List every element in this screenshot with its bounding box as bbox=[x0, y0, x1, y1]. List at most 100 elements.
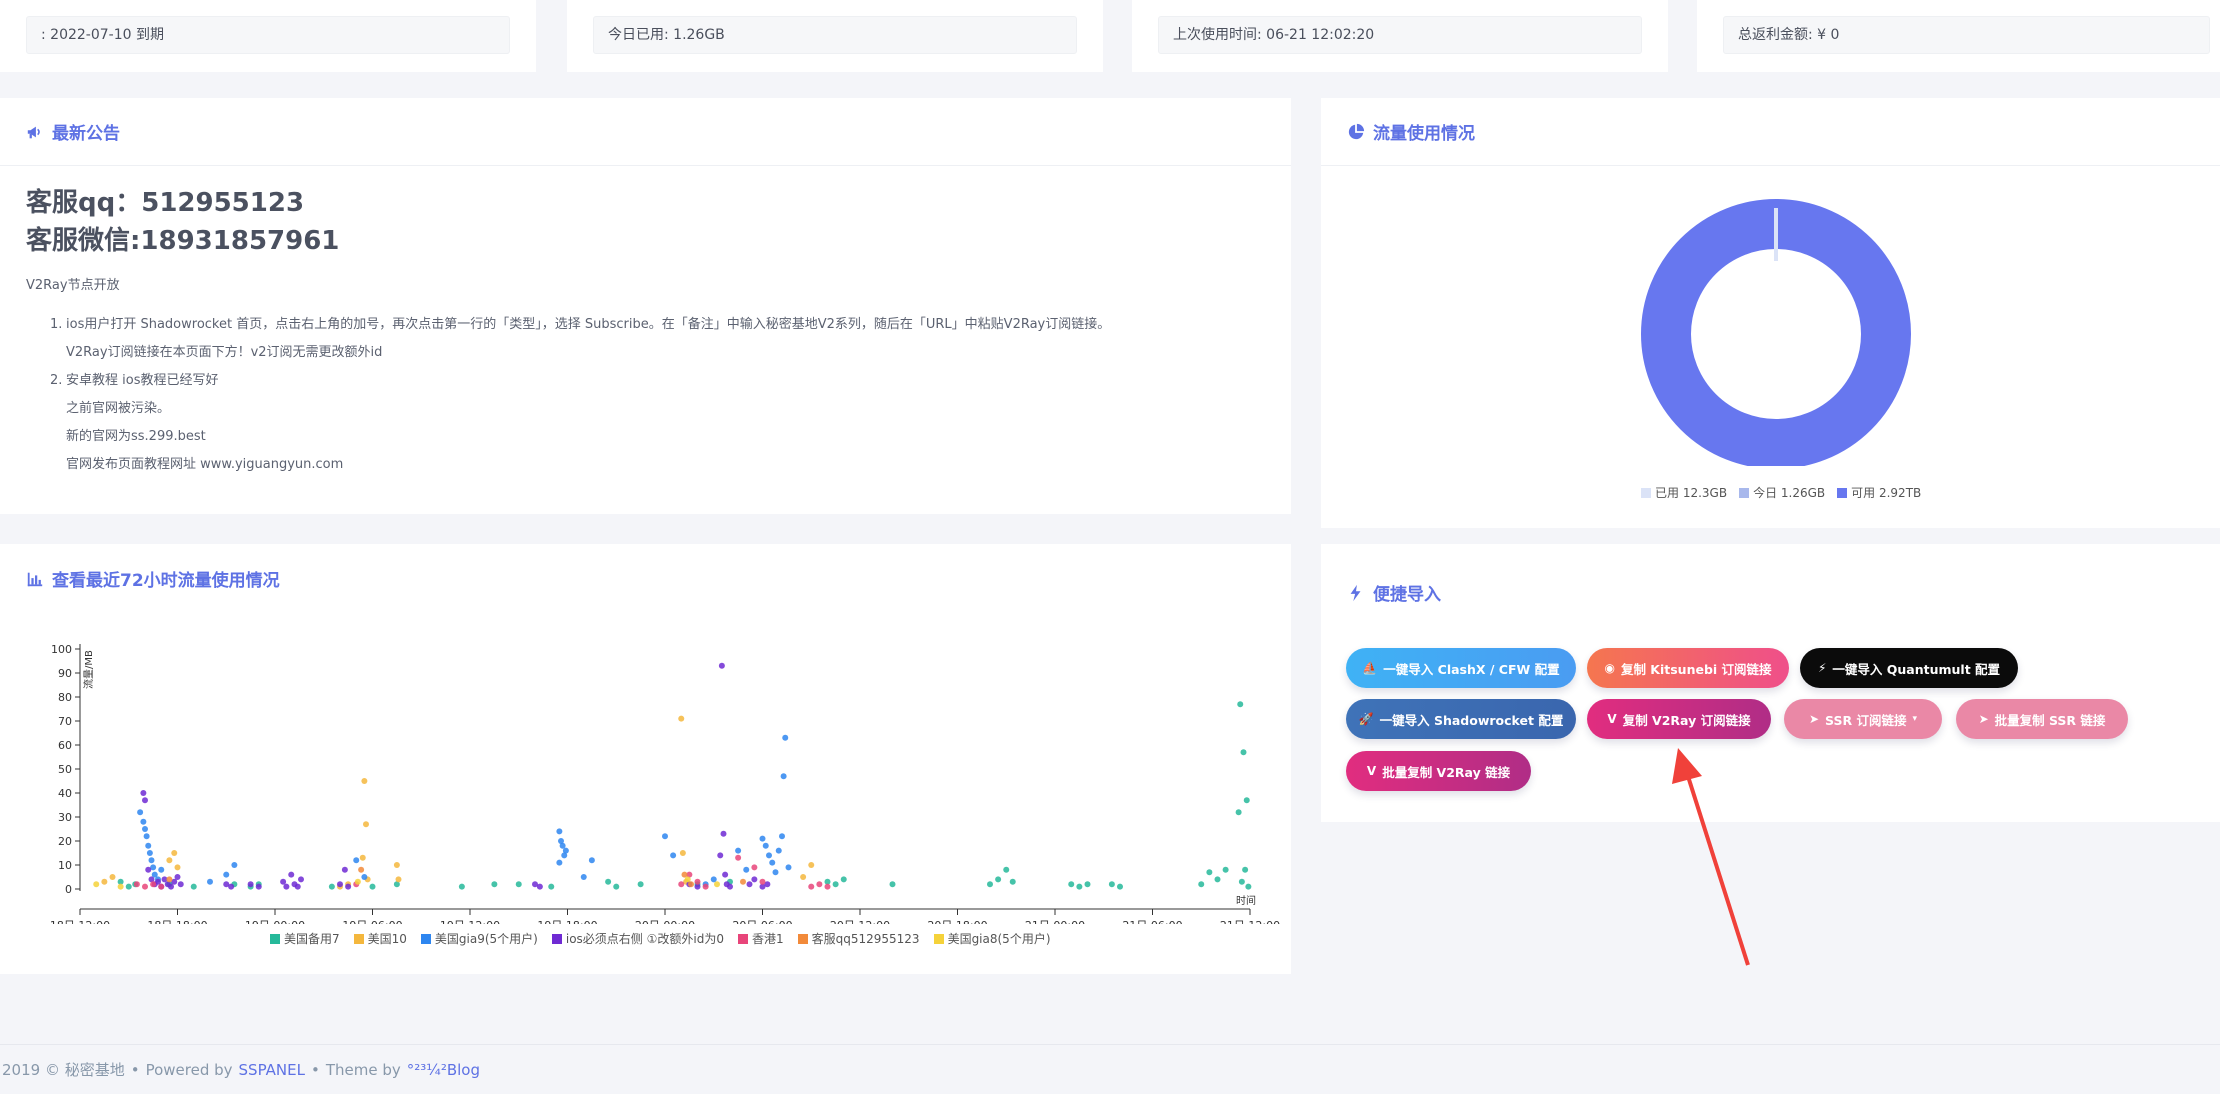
data-point bbox=[361, 874, 368, 880]
traffic-title: 流量使用情况 bbox=[1373, 124, 1475, 144]
data-point bbox=[995, 876, 1002, 883]
last-used-time: 上次使用时间: 06-21 12:02:20 bbox=[1158, 16, 1642, 54]
sspanel-link[interactable]: SSPANEL bbox=[238, 1060, 305, 1079]
ssr-subscribe-dropdown[interactable]: ➤ SSR 订阅链接 ▾ bbox=[1784, 699, 1942, 739]
ssr-batch-copy-button[interactable]: ➤ 批量复制 SSR 链接 bbox=[1956, 699, 2128, 739]
data-point bbox=[746, 881, 753, 888]
announcement-list: 1. ios用户打开 Shadowrocket 首页，点击右上角的加号，再次点击… bbox=[26, 311, 1265, 339]
y-tick-label: 70 bbox=[58, 715, 72, 728]
y-axis-label: 流量/MB bbox=[82, 650, 95, 689]
traffic-scatter-chart: 0 10 20 30 40 50 60 70 80 90 100 18日 12:00 18日 18:00… bbox=[50, 643, 1280, 924]
clashx-import-button[interactable]: ⛵ 一键导入 ClashX / CFW 配置 bbox=[1346, 648, 1576, 688]
data-point bbox=[395, 876, 402, 883]
data-point bbox=[247, 881, 254, 888]
data-point bbox=[762, 842, 769, 849]
data-point bbox=[341, 866, 348, 873]
theme-link[interactable]: °²³¼²Blog bbox=[406, 1060, 480, 1079]
data-point bbox=[150, 881, 157, 888]
data-point bbox=[1243, 797, 1250, 804]
data-point bbox=[710, 876, 717, 883]
legend-swatch bbox=[933, 933, 944, 944]
legend-swatch bbox=[270, 933, 280, 944]
legend-label: 美国gia9(5个用户) bbox=[434, 932, 538, 946]
data-point bbox=[223, 871, 230, 878]
data-point bbox=[759, 883, 766, 890]
data-point bbox=[353, 857, 360, 864]
list-text: ios用户打开 Shadowrocket 首页，点击右上角的加号，再次点击第一行… bbox=[66, 317, 1111, 332]
footer-separator: • bbox=[130, 1060, 140, 1079]
legend-label: ios必须点右侧 ①改额外id为0 bbox=[565, 932, 724, 946]
chart-legend: 美国备用7 美国10 美国gia9(5个用户) ios必须点右侧 ①改额外id为0 香港… bbox=[270, 930, 1051, 947]
data-point bbox=[354, 878, 361, 885]
data-point bbox=[1242, 866, 1249, 873]
shadowrocket-import-button[interactable]: 🚀 一键导入 Shadowrocket 配置 bbox=[1346, 699, 1576, 739]
data-point bbox=[158, 883, 165, 890]
y-tick-label: 0 bbox=[65, 883, 72, 896]
legend-item: 美国备用7 bbox=[270, 930, 340, 947]
data-point bbox=[532, 881, 538, 888]
data-point bbox=[561, 852, 568, 859]
x-tick-label: 19日 00:00 bbox=[245, 919, 305, 924]
data-point bbox=[369, 883, 376, 890]
y-tick-label: 50 bbox=[58, 763, 72, 776]
data-point bbox=[1245, 883, 1252, 890]
data-point bbox=[759, 878, 766, 885]
kitsunebi-copy-button[interactable]: ◉ 复制 Kitsunebi 订阅链接 bbox=[1587, 648, 1789, 688]
data-point bbox=[694, 883, 701, 890]
legend-used: 已用 12.3GB bbox=[1641, 484, 1727, 501]
x-tick-label: 21日 12:00 bbox=[1220, 919, 1280, 924]
data-point bbox=[987, 881, 993, 888]
data-point bbox=[558, 838, 564, 844]
today-used: 今日已用: 1.26GB bbox=[593, 16, 1077, 54]
y-tick-label: 30 bbox=[58, 811, 72, 824]
data-point bbox=[142, 826, 148, 832]
data-point bbox=[751, 876, 758, 883]
stat-card-rebate: 总返利金额: ¥ 0 bbox=[1697, 0, 2220, 72]
data-point bbox=[779, 833, 785, 840]
stat-card-today-used: 今日已用: 1.26GB bbox=[567, 0, 1103, 72]
v2ray-batch-copy-button[interactable]: V 批量复制 V2Ray 链接 bbox=[1346, 751, 1531, 791]
data-point bbox=[735, 847, 742, 854]
legend-swatch bbox=[353, 933, 364, 944]
v2ray-copy-button[interactable]: V 复制 V2Ray 订阅链接 bbox=[1587, 699, 1771, 739]
data-point bbox=[150, 864, 157, 871]
data-point bbox=[722, 871, 729, 878]
data-point bbox=[1009, 878, 1016, 885]
data-point bbox=[580, 874, 587, 880]
data-point bbox=[174, 874, 181, 880]
data-point bbox=[1237, 701, 1244, 708]
quantumult-icon: ⚡ bbox=[1817, 661, 1827, 675]
data-point bbox=[1076, 883, 1083, 890]
x-tick-label: 20日 12:00 bbox=[830, 919, 890, 924]
footer-separator: • bbox=[310, 1060, 320, 1079]
data-point bbox=[1108, 881, 1115, 888]
support-wechat: 客服微信:18931857961 bbox=[26, 226, 340, 256]
data-point bbox=[751, 864, 758, 871]
x-tick-label: 19日 12:00 bbox=[440, 919, 500, 924]
chart-header: 查看最近72小时流量使用情况 bbox=[26, 566, 280, 591]
data-point bbox=[491, 881, 498, 888]
announcement-body: 客服qq：512955123 客服微信:18931857961 V2Ray节点开… bbox=[0, 166, 1291, 497]
quantumult-import-button[interactable]: ⚡ 一键导入 Quantumult 配置 bbox=[1800, 648, 2018, 688]
legend-item: 香港1 bbox=[737, 930, 784, 947]
data-point bbox=[780, 773, 787, 780]
y-tick-label: 10 bbox=[58, 859, 72, 872]
data-point bbox=[142, 797, 148, 804]
data-point bbox=[166, 876, 173, 883]
data-point bbox=[146, 850, 153, 856]
x-tick-label: 20日 06:00 bbox=[732, 919, 792, 924]
data-point bbox=[359, 854, 366, 861]
data-point bbox=[889, 881, 896, 888]
traffic-card: 流量使用情况 已用 12.3GB 今日 1.26GB 可用 2.92TB bbox=[1321, 98, 2220, 528]
data-point bbox=[1003, 866, 1010, 873]
caret-down-icon: ▾ bbox=[1912, 714, 1917, 724]
legend-swatch bbox=[737, 933, 748, 944]
legend-item: 美国gia9(5个用户) bbox=[420, 930, 538, 947]
data-point bbox=[662, 833, 668, 840]
data-point bbox=[681, 871, 688, 878]
list-item: 2. 安卓教程 ios教程已经写好 bbox=[50, 367, 1265, 395]
data-point bbox=[679, 850, 686, 856]
data-point bbox=[145, 842, 152, 849]
data-point bbox=[556, 859, 563, 866]
data-point bbox=[824, 883, 831, 890]
